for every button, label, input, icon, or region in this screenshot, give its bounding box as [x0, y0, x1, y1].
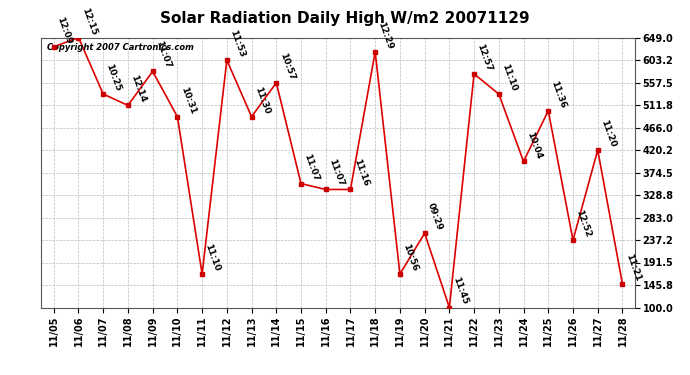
Text: 12:15: 12:15: [80, 6, 98, 36]
Text: 12:52: 12:52: [574, 209, 593, 239]
Text: 10:31: 10:31: [179, 86, 197, 115]
Text: 11:07: 11:07: [302, 152, 321, 182]
Text: 11:10: 11:10: [204, 243, 221, 273]
Text: 12:29: 12:29: [377, 20, 395, 50]
Text: 11:30: 11:30: [253, 86, 271, 115]
Text: 12:57: 12:57: [475, 42, 494, 72]
Text: 10:57: 10:57: [277, 51, 296, 81]
Text: 11:45: 11:45: [451, 276, 469, 306]
Text: 11:10: 11:10: [500, 63, 518, 93]
Text: 10:25: 10:25: [105, 63, 123, 93]
Text: Solar Radiation Daily High W/m2 20071129: Solar Radiation Daily High W/m2 20071129: [160, 11, 530, 26]
Text: 11:07: 11:07: [154, 40, 172, 70]
Text: 11:36: 11:36: [550, 80, 568, 110]
Text: 12:09: 12:09: [55, 15, 73, 45]
Text: 10:56: 10:56: [402, 243, 420, 273]
Text: Copyright 2007 Cartronics.com: Copyright 2007 Cartronics.com: [48, 43, 194, 52]
Text: 12:14: 12:14: [129, 74, 148, 104]
Text: 11:21: 11:21: [624, 252, 642, 282]
Text: 10:04: 10:04: [525, 130, 543, 160]
Text: 11:20: 11:20: [599, 119, 618, 149]
Text: 11:53: 11:53: [228, 29, 246, 59]
Text: 11:07: 11:07: [327, 158, 346, 188]
Text: 09:29: 09:29: [426, 202, 444, 232]
Text: 11:16: 11:16: [352, 158, 370, 188]
